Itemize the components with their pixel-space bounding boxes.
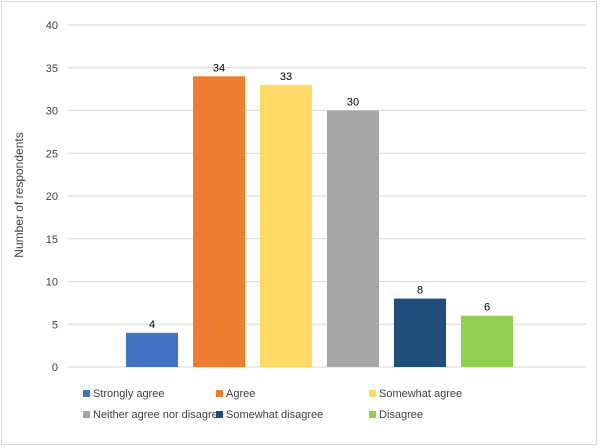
legend-swatch (83, 390, 90, 397)
data-label: 30 (347, 97, 359, 109)
legend-label: Strongly agree (93, 388, 165, 400)
data-label: 8 (417, 285, 423, 297)
y-tick-label: 20 (46, 191, 58, 203)
legend-label: Disagree (379, 409, 423, 421)
y-tick-label: 30 (46, 106, 58, 118)
data-label: 33 (280, 71, 292, 83)
legend-swatch (83, 411, 90, 418)
y-tick-label: 35 (46, 63, 58, 75)
legend: Strongly agree Agree Somewhat agree Neither… (83, 388, 462, 421)
y-tick-label: 5 (52, 319, 58, 331)
y-axis-tick-labels: 0 5 10 15 20 25 30 35 40 (46, 20, 58, 374)
legend-label: Neither agree nor disagree (93, 409, 224, 421)
bars (126, 76, 513, 368)
data-label: 4 (149, 319, 155, 331)
legend-label: Somewhat disagree (226, 409, 323, 421)
bar (461, 315, 513, 367)
y-tick-label: 10 (46, 277, 58, 289)
data-labels: 4 34 33 30 8 6 (149, 62, 490, 331)
bar (327, 110, 379, 367)
legend-label: Somewhat agree (379, 388, 462, 400)
y-tick-label: 0 (52, 362, 58, 374)
data-label: 34 (213, 62, 225, 74)
bar (394, 298, 446, 367)
y-tick-label: 25 (46, 148, 58, 160)
legend-swatch (369, 411, 376, 418)
bar (193, 76, 245, 368)
legend-swatch (216, 411, 223, 418)
y-tick-label: 15 (46, 234, 58, 246)
y-tick-label: 40 (46, 20, 58, 32)
bar (260, 84, 312, 367)
legend-swatch (216, 390, 223, 397)
legend-label: Agree (226, 388, 255, 400)
bar (126, 332, 178, 367)
data-label: 6 (484, 302, 490, 314)
legend-swatch (369, 390, 376, 397)
y-axis-title: Number of respondents (12, 132, 26, 257)
